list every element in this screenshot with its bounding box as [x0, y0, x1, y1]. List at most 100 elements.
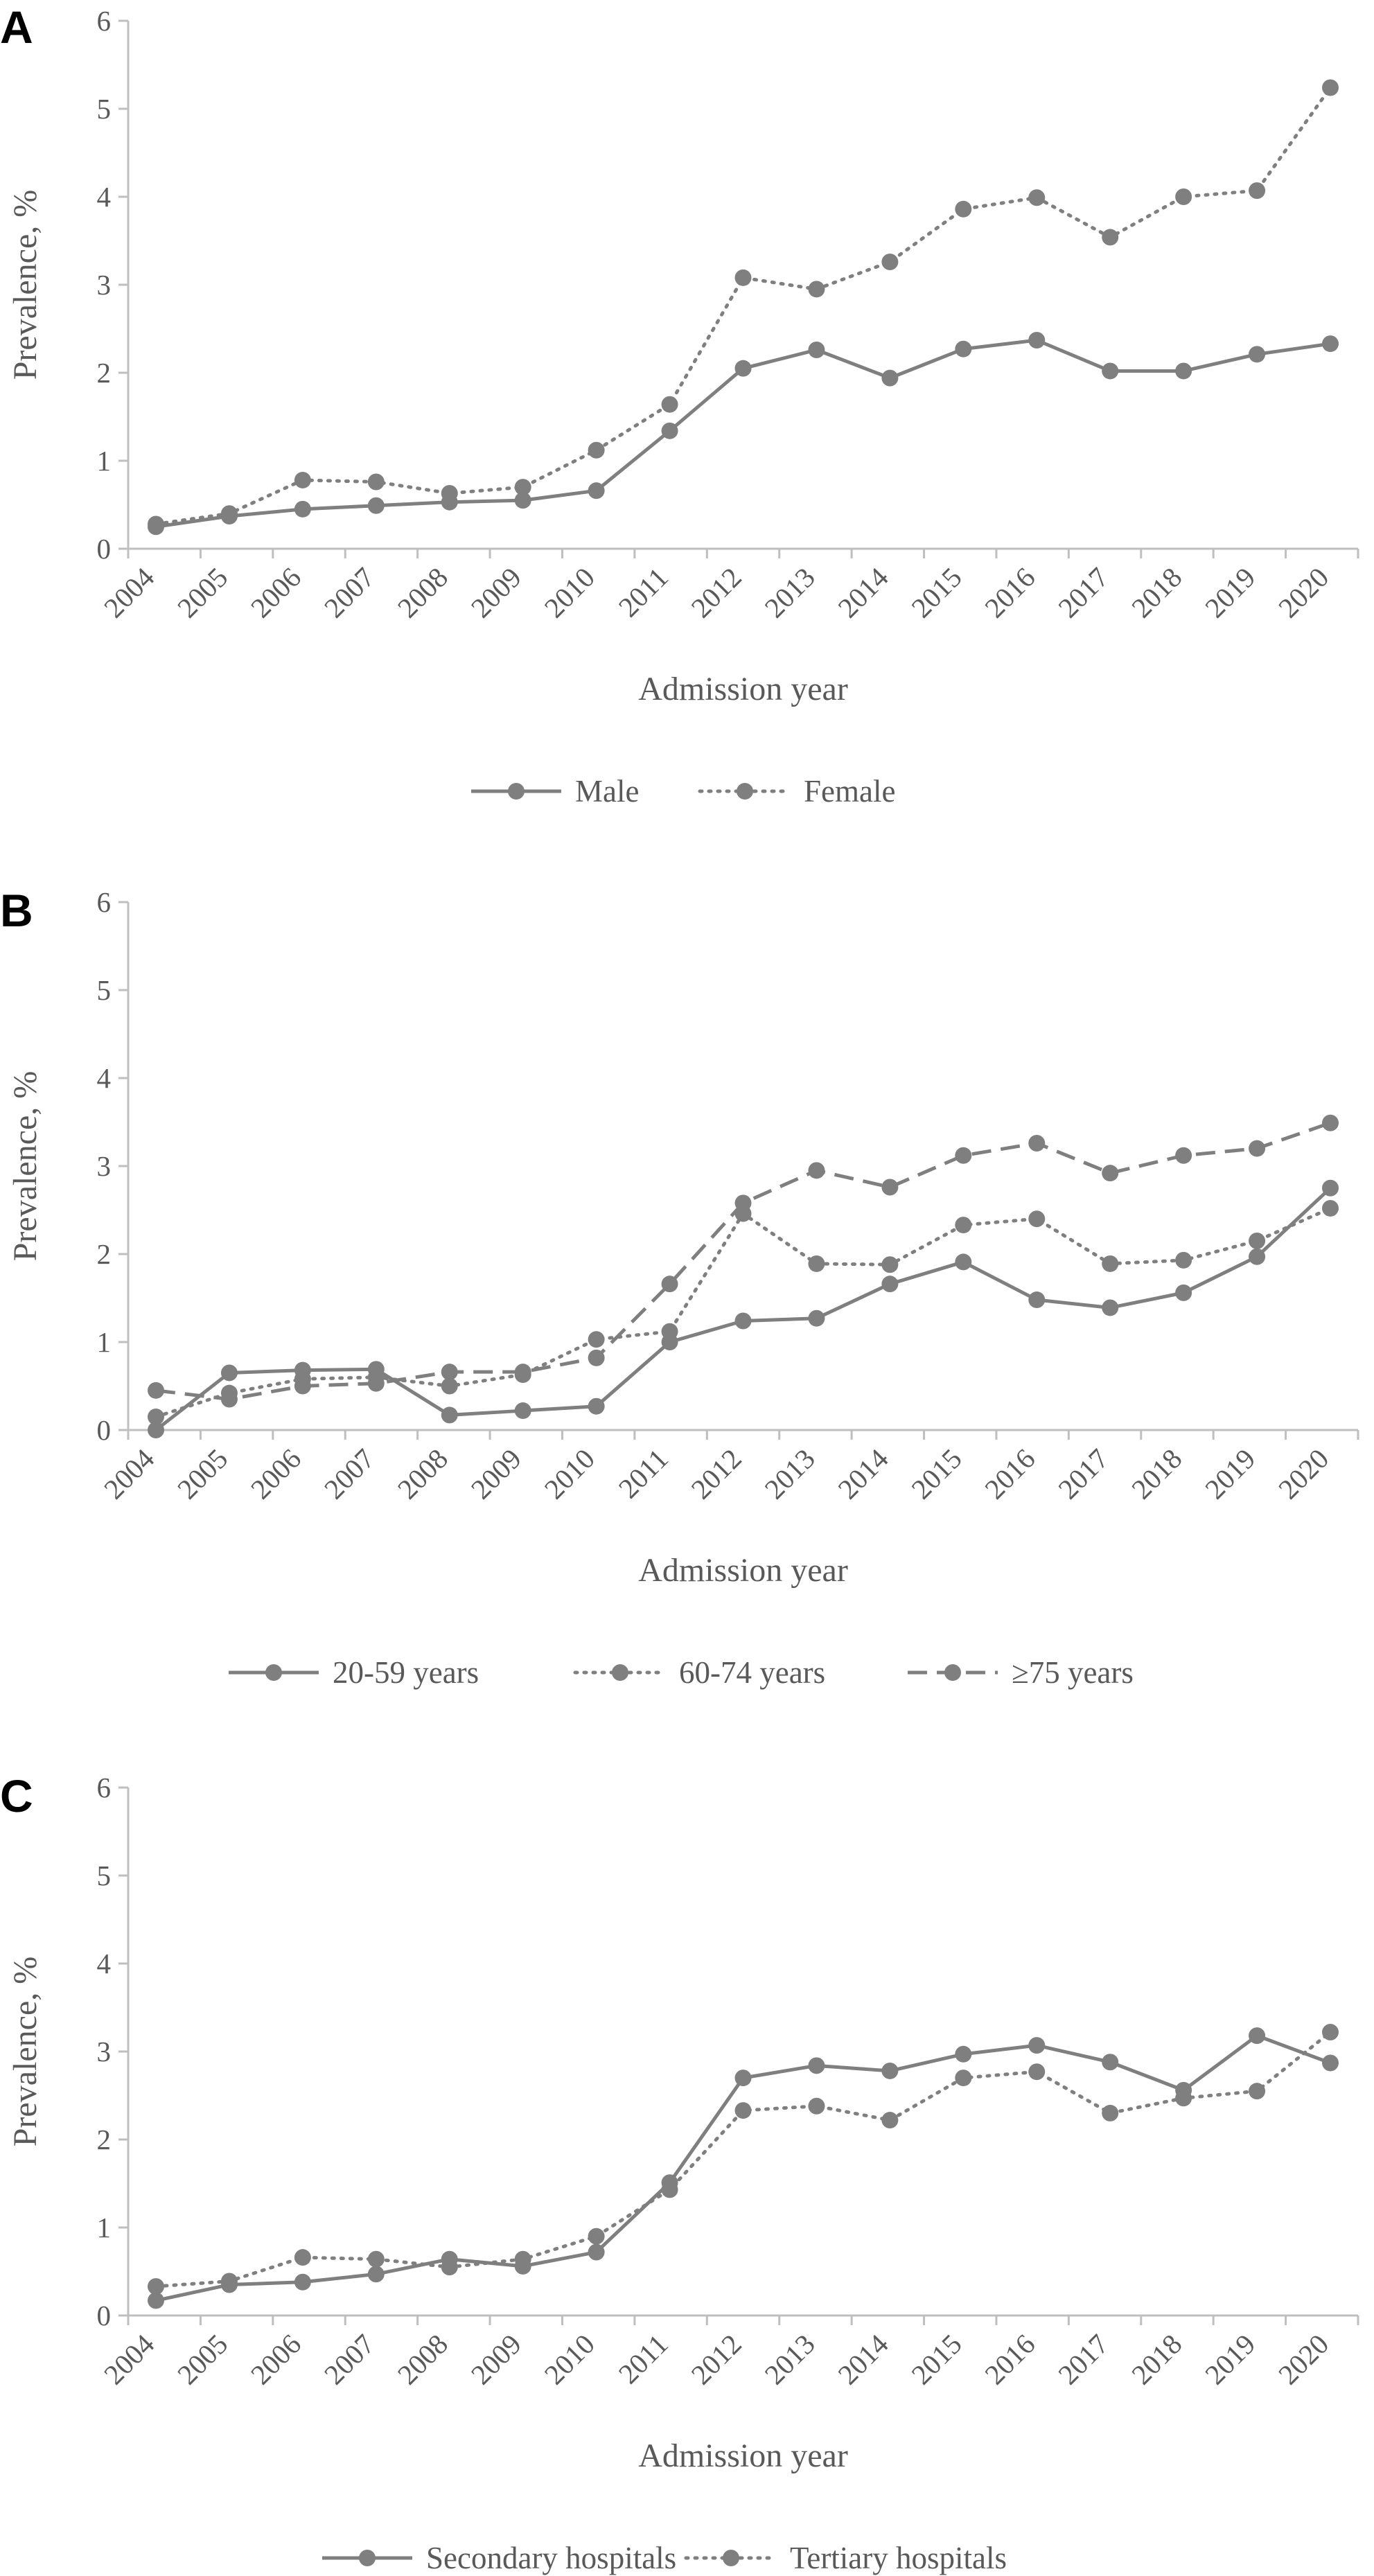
- data-point: [1322, 79, 1339, 96]
- data-point: [588, 1397, 605, 1415]
- x-tick-label: 2012: [685, 1443, 748, 1506]
- data-point: [1249, 1248, 1266, 1265]
- legend-item: Male: [471, 774, 639, 809]
- series-line: [154, 2030, 1332, 2288]
- x-tick-label: 2016: [978, 2328, 1041, 2391]
- data-point: [148, 2292, 164, 2309]
- data-point: [588, 2227, 605, 2245]
- x-tick-label: 2007: [318, 561, 381, 624]
- data-point: [367, 2266, 385, 2283]
- x-axis-title: Admission year: [638, 1552, 848, 1589]
- y-axis-title: Prevalence, %: [7, 190, 44, 380]
- data-point: [514, 2250, 531, 2268]
- data-point: [220, 1364, 238, 1382]
- data-point: [808, 2057, 825, 2074]
- data-point: [148, 1422, 164, 1438]
- data-point: [514, 479, 531, 496]
- data-point: [1102, 1255, 1119, 1272]
- y-tick-label: 6: [97, 5, 112, 37]
- legend-label: Male: [575, 774, 639, 809]
- x-tick-label: 2008: [391, 561, 455, 624]
- x-tick-label: 2004: [98, 561, 161, 624]
- data-point: [1175, 188, 1192, 205]
- legend-marker: [508, 783, 525, 800]
- data-point: [1175, 1251, 1192, 1269]
- y-tick-label: 2: [97, 2124, 112, 2155]
- x-tick-label: 2010: [538, 2328, 601, 2391]
- data-point: [955, 1217, 972, 1234]
- x-tick-label: 2017: [1052, 1443, 1115, 1506]
- data-point: [1249, 1140, 1266, 1157]
- data-point: [588, 441, 605, 459]
- data-point: [881, 2112, 899, 2129]
- legend-marker: [723, 2550, 739, 2566]
- data-point: [808, 281, 825, 298]
- data-point: [1175, 1284, 1192, 1301]
- y-tick-label: 4: [97, 1948, 112, 1979]
- data-point: [808, 1162, 825, 1179]
- data-point: [1028, 1134, 1046, 1152]
- data-point: [367, 1375, 385, 1392]
- data-point: [734, 2102, 752, 2119]
- data-point: [1028, 2063, 1046, 2081]
- data-point: [1322, 1179, 1339, 1197]
- x-tick-label: 2009: [465, 2328, 528, 2391]
- panel-letter: B: [0, 885, 33, 936]
- y-tick-label: 3: [97, 2036, 112, 2067]
- x-tick-label: 2009: [465, 1443, 528, 1506]
- y-tick-label: 3: [97, 269, 112, 301]
- data-point: [148, 2278, 164, 2295]
- data-point: [441, 1406, 458, 1424]
- x-tick-label: 2016: [978, 1443, 1041, 1506]
- x-tick-label: 2008: [391, 2328, 455, 2391]
- data-point: [1175, 362, 1192, 380]
- data-point: [1249, 182, 1266, 200]
- data-point: [955, 1253, 972, 1271]
- panel-letter: A: [0, 1, 33, 53]
- data-point: [1102, 2054, 1119, 2071]
- data-point: [441, 484, 458, 502]
- x-tick-label: 2007: [318, 1443, 381, 1506]
- legend-item: Tertiary hospitals: [684, 2541, 1007, 2575]
- series-line: [154, 86, 1332, 526]
- data-point: [1028, 1291, 1046, 1309]
- x-tick-label: 2017: [1052, 561, 1115, 624]
- x-tick-label: 2015: [905, 1443, 968, 1506]
- chart-panel-b: B 0 1 2 3 4 5 6 2004 2005 2006 2007 2008 2009 2010 2011…: [0, 885, 1359, 1690]
- x-tick-label: 2018: [1125, 1443, 1188, 1506]
- data-point: [734, 1312, 752, 1330]
- legend-label: 20-59 years: [333, 1655, 479, 1690]
- legend-marker: [359, 2550, 376, 2566]
- data-point: [1028, 2037, 1046, 2054]
- legend-label: Tertiary hospitals: [790, 2541, 1007, 2575]
- x-tick-label: 2006: [245, 2328, 308, 2391]
- x-tick-label: 2005: [171, 2328, 234, 2391]
- x-tick-label: 2004: [98, 2328, 161, 2391]
- legend-marker: [737, 783, 753, 800]
- chart-panel-c: C 0 1 2 3 4 5 6 2004 2005 2006 2007 2008 2009 2010 2011…: [0, 1770, 1359, 2575]
- y-tick-label: 1: [97, 2212, 112, 2243]
- data-point: [734, 360, 752, 377]
- data-point: [734, 1194, 752, 1212]
- x-tick-label: 2013: [758, 561, 821, 624]
- y-tick-label: 2: [97, 1238, 112, 1270]
- data-point: [808, 1309, 825, 1327]
- data-point: [881, 369, 899, 387]
- x-tick-label: 2011: [612, 2328, 673, 2390]
- data-point: [220, 505, 238, 522]
- legend-item: 60-74 years: [573, 1655, 825, 1690]
- y-tick-label: 6: [97, 886, 112, 918]
- legend-item: ≥75 years: [908, 1655, 1134, 1690]
- y-tick-label: 0: [97, 533, 112, 565]
- data-point: [441, 2259, 458, 2276]
- y-tick-label: 2: [97, 357, 112, 389]
- data-point: [588, 1331, 605, 1348]
- y-tick-label: 3: [97, 1150, 112, 1182]
- x-tick-label: 2019: [1199, 2328, 1262, 2391]
- legend-marker: [944, 1664, 961, 1681]
- data-point: [294, 1377, 311, 1395]
- data-point: [1175, 2090, 1192, 2107]
- x-axis-title: Admission year: [638, 671, 848, 707]
- data-point: [588, 1349, 605, 1366]
